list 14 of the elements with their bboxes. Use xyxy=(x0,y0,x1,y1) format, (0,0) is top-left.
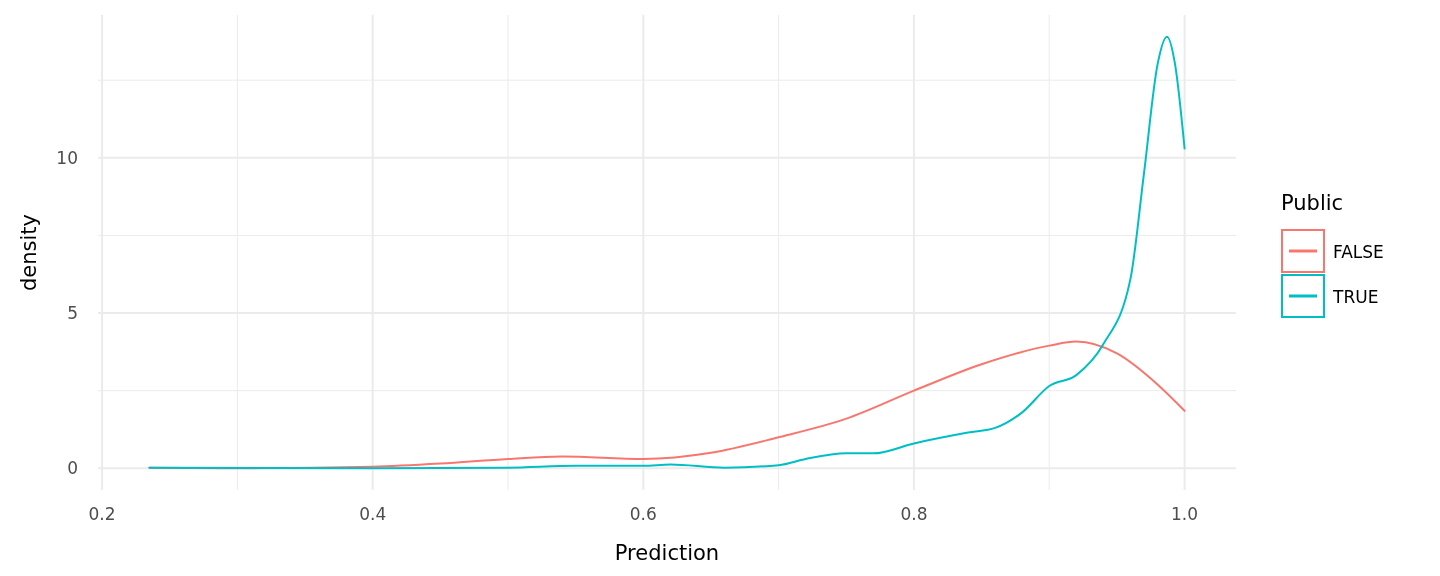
legend-label: TRUE xyxy=(1332,287,1379,307)
x-axis-title: Prediction xyxy=(614,541,720,565)
y-tick-label: 5 xyxy=(67,303,78,324)
line-series xyxy=(148,35,1186,470)
y-tick-label: 10 xyxy=(56,147,78,168)
legend-label: FALSE xyxy=(1333,242,1384,262)
y-axis-title: density xyxy=(17,214,41,291)
y-tick-label: 0 xyxy=(67,458,78,479)
legend-title: Public xyxy=(1281,191,1344,215)
x-tick-label: 0.4 xyxy=(359,504,387,524)
x-tick-label: 0.2 xyxy=(88,504,116,524)
x-tick-label: 1.0 xyxy=(1171,504,1199,524)
x-tick-label: 0.8 xyxy=(900,504,928,524)
x-tick-label: 0.6 xyxy=(629,504,657,524)
